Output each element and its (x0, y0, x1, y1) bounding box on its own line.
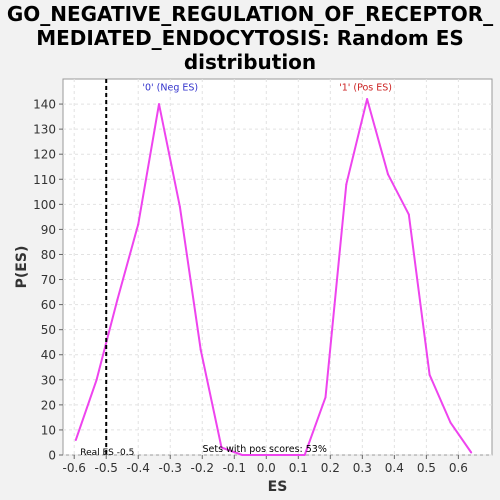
data-point (241, 454, 244, 456)
data-point (449, 421, 452, 424)
x-tick-label: -0.3 (159, 461, 182, 475)
data-point (407, 213, 410, 216)
data-point (303, 454, 306, 456)
y-tick-label: 80 (41, 248, 56, 262)
data-point (262, 454, 265, 456)
x-tick-label: 0.4 (385, 461, 404, 475)
annotation-label: '0' (Neg ES) (142, 82, 198, 93)
data-point (470, 451, 473, 454)
real-es-label: Real ES -0.5 (80, 448, 134, 458)
x-axis-label: ES (268, 479, 288, 495)
chart-title-line-2: MEDIATED_ENDOCYTOSIS: Random ES (36, 26, 464, 50)
data-point (220, 446, 223, 449)
data-point (95, 378, 98, 381)
y-tick-label: 0 (48, 449, 56, 463)
y-tick-label: 110 (33, 173, 56, 187)
plot-area (62, 78, 493, 456)
data-point (158, 103, 161, 106)
es-distribution-line (74, 98, 473, 456)
y-tick-label: 100 (33, 198, 56, 212)
x-tick-label: 0.5 (417, 461, 436, 475)
data-point (137, 223, 140, 226)
data-point (282, 454, 285, 456)
y-tick-label: 60 (41, 298, 56, 312)
x-tick-label: -0.2 (191, 461, 214, 475)
annotation-label: '1' (Pos ES) (339, 82, 392, 93)
chart-title: GO_NEGATIVE_REGULATION_OF_RECEPTOR_ MEDI… (0, 2, 500, 74)
x-tick-label: 0.0 (257, 461, 276, 475)
annotations: Real ES -0.5 '0' (Neg ES) '1' (Pos ES) Sets… (80, 79, 392, 458)
y-tick-label: 70 (41, 273, 56, 287)
chart-title-line-3: distribution (183, 50, 317, 74)
x-tick-label: 0.3 (353, 461, 372, 475)
chart-title-line-1: GO_NEGATIVE_REGULATION_OF_RECEPTOR_ (6, 2, 494, 26)
y-tick-label: 20 (41, 398, 56, 412)
y-tick-label: 140 (33, 98, 56, 112)
data-point (199, 348, 202, 351)
series-layer (74, 98, 473, 456)
x-tick-label: 0.1 (289, 461, 308, 475)
grid (63, 79, 492, 456)
x-tick-label: 0.2 (321, 461, 340, 475)
y-tick-label: 120 (33, 148, 56, 162)
data-point (324, 396, 327, 399)
y-axis-label: P(ES) (14, 246, 30, 289)
data-point (345, 183, 348, 186)
x-tick-label: -0.6 (62, 461, 85, 475)
x-tick-label: -0.1 (223, 461, 246, 475)
axes: 0 10 20 30 40 50 60 70 80 90 100 110 120 130 140 -0.6 -0… (33, 98, 468, 475)
y-tick-label: 130 (33, 123, 56, 137)
data-point (74, 438, 77, 441)
x-tick-label: -0.4 (127, 461, 150, 475)
x-tick-label: 0.6 (449, 461, 468, 475)
y-tick-label: 30 (41, 373, 56, 387)
x-tick-label: -0.5 (95, 461, 118, 475)
y-tick-label: 90 (41, 223, 56, 237)
data-point (386, 173, 389, 176)
data-point (178, 205, 181, 208)
y-tick-label: 40 (41, 348, 56, 362)
y-tick-label: 50 (41, 323, 56, 337)
data-point (428, 373, 431, 376)
data-point (116, 298, 119, 301)
annotation-label: Sets with pos scores: 53% (203, 444, 327, 455)
data-point (366, 98, 369, 101)
y-tick-label: 10 (41, 423, 56, 437)
